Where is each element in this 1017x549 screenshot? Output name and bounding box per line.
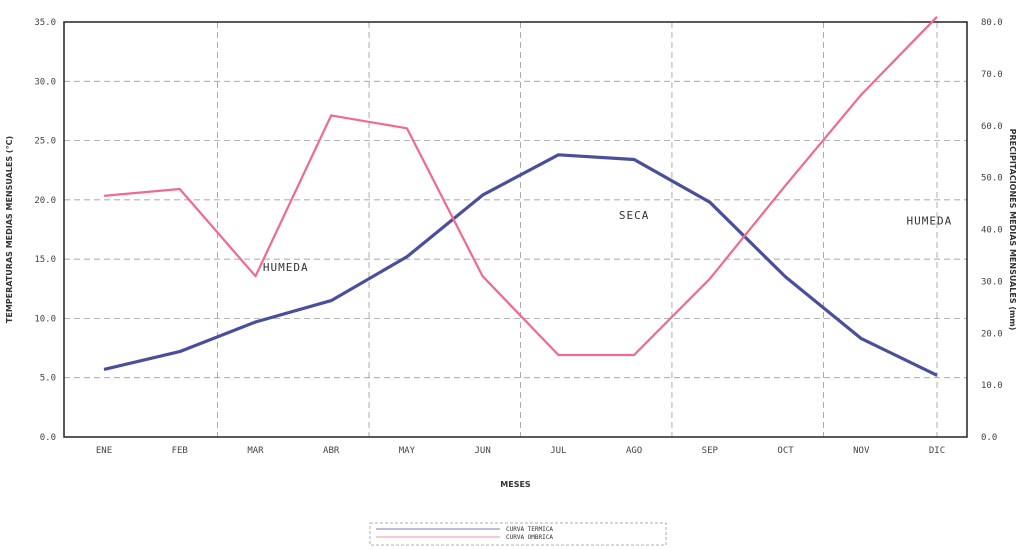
x-tick-label: JUL [550,446,566,456]
legend-entry-termica: CURVA TERMICA [506,526,553,533]
series-line-termica [103,153,938,377]
legend-entry-ombrica: CURVA OMBRICA [506,534,553,541]
right-axis-ticks: 0.0 10.0 20.0 30.0 40.0 50.0 60.0 70.0 80.0 [981,18,1003,443]
plot-frame [63,21,968,438]
right-tick-label: 10.0 [981,381,1003,391]
legend: CURVA TERMICA CURVA OMBRICA [369,522,667,546]
left-tick-label: 0.0 [40,433,56,443]
x-tick-label: NOV [853,446,870,456]
right-tick-label: 20.0 [981,329,1003,339]
x-axis-title: MESES [500,480,531,489]
left-tick-label: 35.0 [34,18,56,28]
left-tick-label: 30.0 [34,77,56,87]
left-tick-label: 15.0 [34,255,56,265]
x-tick-label: OCT [777,446,794,456]
right-tick-label: 50.0 [981,174,1003,184]
right-tick-label: 80.0 [981,18,1003,28]
x-tick-label: MAY [399,446,416,456]
right-tick-label: 0.0 [981,433,997,443]
x-tick-label: ENE [96,446,112,456]
grid-lines [64,21,967,438]
region-annotations: HUMEDA SECA HUMEDA [263,209,953,274]
right-tick-label: 60.0 [981,122,1003,132]
right-tick-label: 30.0 [981,277,1003,287]
right-tick-label: 70.0 [981,70,1003,80]
left-tick-label: 5.0 [40,374,56,384]
x-tick-label: SEP [702,446,719,456]
annotation-label: HUMEDA [263,261,309,274]
right-tick-label: 40.0 [981,226,1003,236]
annotation-label: HUMEDA [907,214,953,227]
annotation-label: SECA [619,209,650,222]
x-tick-label: MAR [247,446,264,456]
legend-box [369,522,667,546]
x-tick-label: ABR [323,446,340,456]
x-tick-label: JUN [475,446,491,456]
x-axis-ticks: ENE FEB MAR ABR MAY JUN JUL AGO SEP OCT NOV DIC [96,446,945,456]
series-lines [103,16,938,377]
left-axis-title: TEMPERATURAS MEDIAS MENSUALES (°C) [5,136,14,323]
x-tick-label: AGO [626,446,642,456]
left-axis-ticks: 0.0 5.0 10.0 15.0 20.0 25.0 30.0 35.0 [34,18,56,443]
left-tick-label: 20.0 [34,196,56,206]
series-line-ombrica [103,16,938,357]
left-tick-label: 25.0 [34,137,56,147]
x-tick-label: DIC [929,446,945,456]
right-axis-title: PRECIPITACIONES MEDIAS MENSUALES (mm) [1008,129,1017,331]
left-tick-label: 10.0 [34,314,56,324]
x-tick-label: FEB [172,446,188,456]
